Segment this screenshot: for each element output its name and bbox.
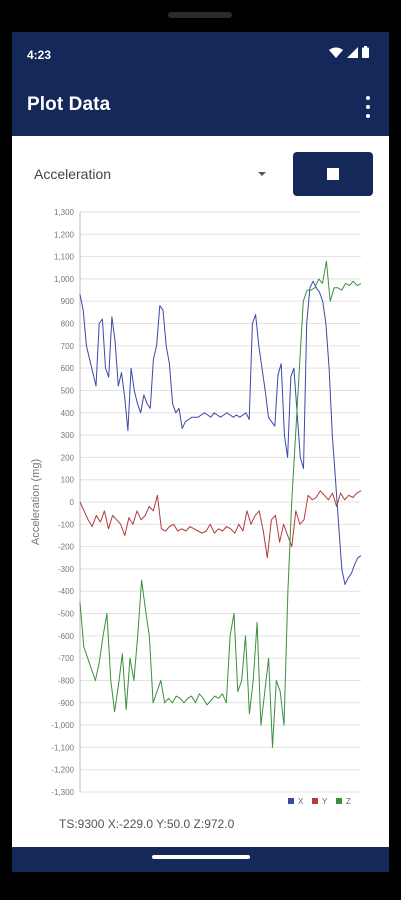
legend-swatch-x [288,798,294,804]
y-tick-label: -100 [58,520,75,529]
y-tick-label: 700 [61,342,75,351]
y-tick-label: 1,100 [54,253,75,262]
screen: 4:23 Plot Data Acceleration 1,300 1,200 1,… [12,32,389,872]
y-tick-label: -500 [58,610,75,619]
y-tick-label: 200 [61,453,75,462]
battery-icon [362,46,369,58]
series-line-y [79,490,362,559]
dropdown-arrow-icon [258,172,266,176]
sensor-dropdown[interactable]: Acceleration [34,154,266,194]
y-tick-label: 900 [61,297,75,306]
y-tick-label: -1,200 [51,766,74,775]
y-tick-label: -900 [58,699,75,708]
legend-swatch-y [312,798,318,804]
y-tick-label: 400 [61,409,75,418]
legend-label-z: Z [346,797,351,806]
y-tick-label: -300 [58,565,75,574]
legend-swatch-z [336,798,342,804]
y-tick-label: 1,200 [54,230,75,239]
legend-label-y: Y [322,797,328,806]
y-tick-label: 0 [70,498,75,507]
sensor-readout: TS:9300 X:-229.0 Y:50.0 Z:972.0 [59,817,235,831]
wifi-icon [329,47,343,58]
acceleration-chart: 1,300 1,200 1,100 1,000 900 800 700 600 500 400 30… [30,208,362,806]
y-tick-label: 1,300 [54,208,75,217]
home-gesture-pill[interactable] [152,855,250,859]
signal-icon [347,46,358,58]
app-title: Plot Data [27,94,111,115]
y-tick-label: -700 [58,654,75,663]
legend-label-x: X [298,797,304,806]
sensor-dropdown-value: Acceleration [34,166,112,182]
y-tick-label: 800 [61,320,75,329]
speaker-grill [168,12,232,18]
status-icons [329,46,369,58]
status-bar: 4:23 [12,32,389,74]
y-tick-label: -400 [58,587,75,596]
navigation-bar [12,847,389,872]
stop-button[interactable] [293,152,373,196]
series-line-x [79,280,362,585]
y-tick-label: 600 [61,364,75,373]
y-tick-label: -200 [58,543,75,552]
y-tick-label: -1,000 [51,721,74,730]
status-time: 4:23 [27,48,52,62]
y-tick-label: -1,300 [51,788,74,797]
y-tick-label: 300 [61,431,75,440]
y-tick-label: -600 [58,632,75,641]
y-tick-label: 1,000 [54,275,75,284]
app-bar: Plot Data [12,74,389,136]
overflow-menu-icon[interactable] [359,96,377,118]
y-tick-label: -800 [58,676,75,685]
y-axis-label: Acceleration (mg) [30,459,42,545]
y-tick-label: -1,100 [51,743,74,752]
y-tick-label: 500 [61,386,75,395]
y-tick-label: 100 [61,476,75,485]
stop-icon [327,168,339,180]
series-line-z [79,260,362,748]
